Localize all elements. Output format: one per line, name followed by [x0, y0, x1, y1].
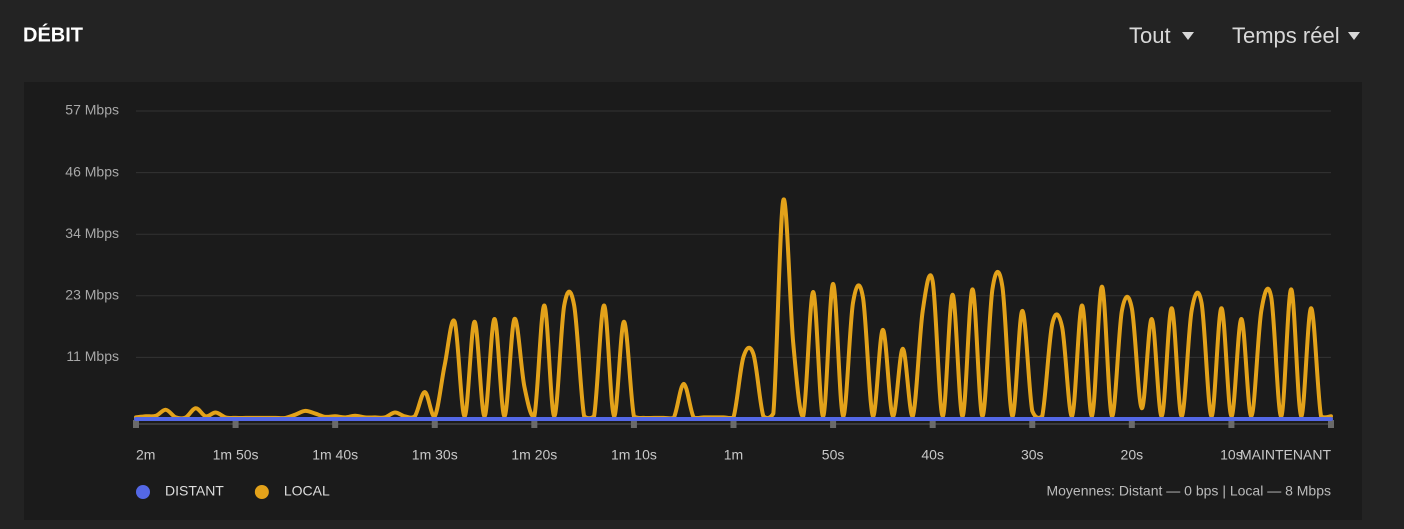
x-tick-label: 40s — [921, 447, 944, 463]
dropdown-label[interactable]: Temps réel — [1232, 23, 1340, 48]
x-tick-mark — [1128, 420, 1135, 428]
y-tick-label: 46 Mbps — [65, 163, 119, 179]
x-tick-label: 1m 40s — [312, 447, 358, 463]
x-tick-label: 1m 10s — [611, 447, 657, 463]
x-tick-mark — [730, 420, 737, 428]
x-tick-label: 1m — [724, 447, 743, 463]
x-tick-mark — [1029, 420, 1036, 428]
x-tick-mark — [1328, 420, 1334, 428]
x-tick-mark — [830, 420, 837, 428]
x-tick-mark — [630, 420, 637, 428]
legend-label: LOCAL — [284, 483, 330, 499]
dropdown-label[interactable]: Tout — [1129, 23, 1171, 48]
dropdown[interactable]: Temps réel — [1232, 23, 1360, 48]
x-tick-label: 20s — [1121, 447, 1144, 463]
x-tick-mark — [1228, 420, 1235, 428]
x-tick-mark — [531, 420, 538, 428]
y-tick-label: 23 Mbps — [65, 287, 119, 303]
x-tick-label: 2m — [136, 447, 155, 463]
legend-marker — [254, 485, 269, 499]
y-tick-label: 57 Mbps — [65, 102, 119, 118]
x-tick-label: 10s — [1220, 447, 1243, 463]
chart-title: DÉBIT — [23, 23, 83, 46]
x-tick-label: 30s — [1021, 447, 1044, 463]
y-tick-label: 11 Mbps — [66, 348, 119, 364]
x-tick-label: 1m 20s — [511, 447, 557, 463]
chart-panel — [24, 82, 1362, 520]
x-tick-mark — [232, 420, 239, 428]
x-tick-label: MAINTENANT — [1240, 447, 1331, 463]
x-tick-label: 1m 30s — [412, 447, 458, 463]
x-tick-label: 1m 50s — [213, 447, 259, 463]
x-tick-mark — [332, 420, 339, 428]
dropdown[interactable]: Tout — [1129, 23, 1194, 48]
y-tick-label: 34 Mbps — [65, 225, 119, 241]
legend-label: DISTANT — [165, 483, 224, 499]
x-tick-mark — [929, 420, 936, 428]
dropdown-arrow[interactable] — [1182, 32, 1194, 40]
annotation: Moyennes: Distant — 0 bps | Local — 8 Mb… — [1046, 483, 1331, 499]
dropdown-arrow[interactable] — [1348, 32, 1360, 40]
x-tick-mark — [133, 420, 139, 428]
legend-marker — [136, 485, 150, 499]
x-tick-label: 50s — [822, 447, 845, 463]
x-tick-mark — [431, 420, 438, 428]
